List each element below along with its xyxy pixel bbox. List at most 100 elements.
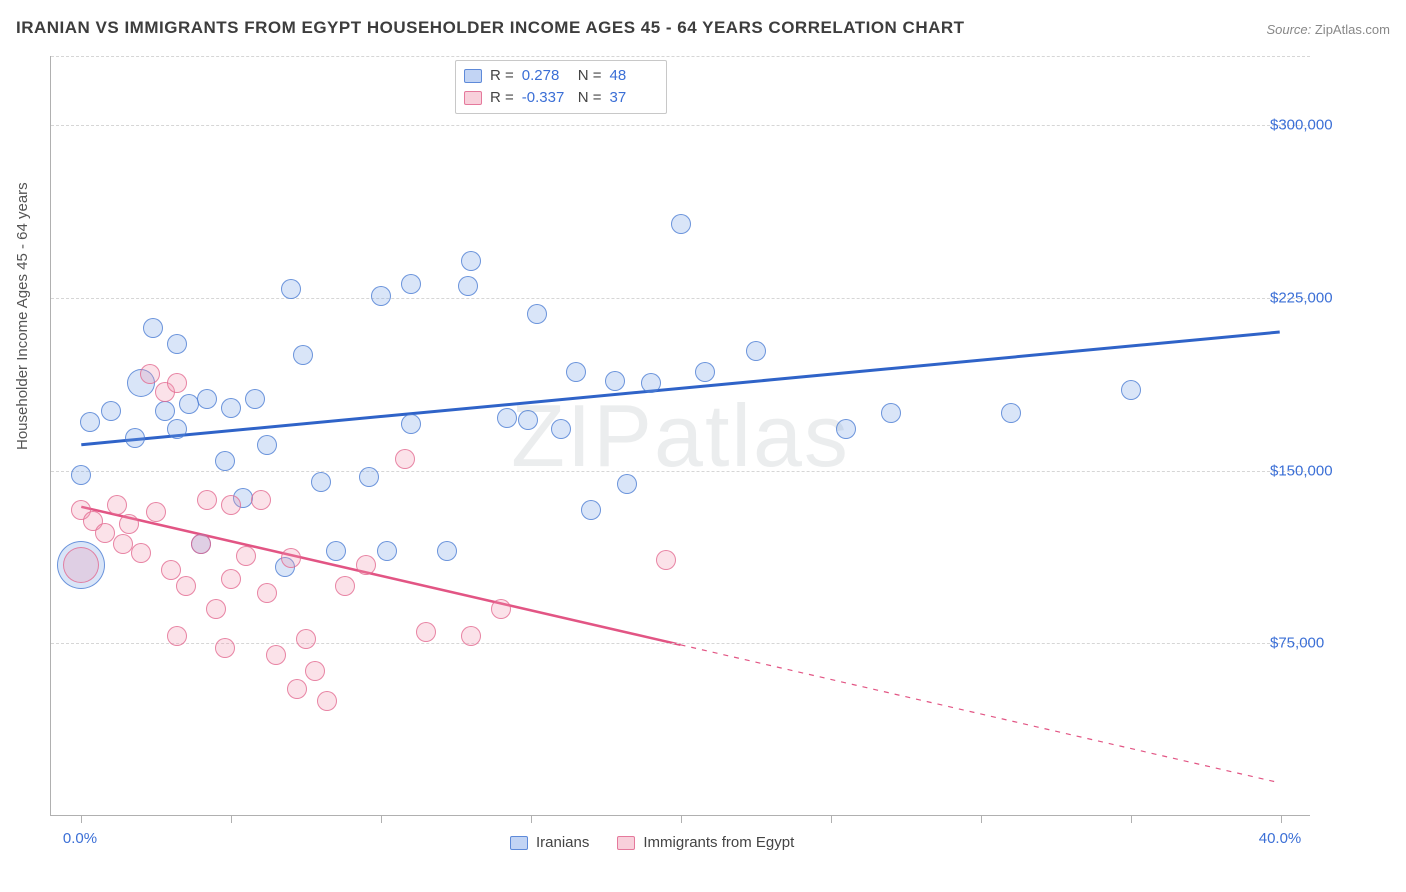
data-point: [746, 341, 766, 361]
data-point: [125, 428, 145, 448]
data-point: [416, 622, 436, 642]
data-point: [1121, 380, 1141, 400]
data-point: [296, 629, 316, 649]
data-point: [257, 583, 277, 603]
x-tick: [981, 815, 982, 823]
gridline: [51, 125, 1310, 126]
data-point: [518, 410, 538, 430]
x-tick: [531, 815, 532, 823]
data-point: [71, 465, 91, 485]
data-point: [491, 599, 511, 619]
data-point: [401, 274, 421, 294]
n-value: 48: [610, 65, 658, 87]
data-point: [605, 371, 625, 391]
data-point: [1001, 403, 1021, 423]
gridline: [51, 643, 1310, 644]
stats-row: R = -0.337 N = 37: [464, 87, 658, 109]
data-point: [527, 304, 547, 324]
x-tick: [1131, 815, 1132, 823]
data-point: [167, 419, 187, 439]
data-point: [377, 541, 397, 561]
data-point: [458, 276, 478, 296]
data-point: [617, 474, 637, 494]
data-point: [305, 661, 325, 681]
data-point: [266, 645, 286, 665]
data-point: [251, 490, 271, 510]
data-point: [215, 638, 235, 658]
data-point: [287, 679, 307, 699]
data-point: [80, 412, 100, 432]
n-label: N =: [578, 65, 602, 87]
data-point: [695, 362, 715, 382]
x-tick: [231, 815, 232, 823]
data-point: [581, 500, 601, 520]
y-tick-label: $75,000: [1270, 635, 1324, 652]
x-tick-label: 0.0%: [63, 830, 97, 847]
stats-row: R =0.278N =48: [464, 65, 658, 87]
x-tick: [1281, 815, 1282, 823]
y-tick-label: $150,000: [1270, 462, 1333, 479]
data-point: [146, 502, 166, 522]
legend-swatch: [464, 91, 482, 105]
data-point: [371, 286, 391, 306]
data-point: [461, 626, 481, 646]
data-point: [551, 419, 571, 439]
data-point: [245, 389, 265, 409]
legend-item: Iranians: [510, 834, 589, 851]
plot-area: ZIPatlas: [50, 56, 1310, 816]
data-point: [161, 560, 181, 580]
data-point: [656, 550, 676, 570]
data-point: [236, 546, 256, 566]
data-point: [221, 495, 241, 515]
data-point: [497, 408, 517, 428]
series-legend: Iranians Immigrants from Egypt: [510, 834, 794, 851]
r-value: 0.278: [522, 65, 570, 87]
r-value: -0.337: [522, 87, 570, 109]
r-label: R =: [490, 87, 514, 109]
data-point: [335, 576, 355, 596]
gridline: [51, 298, 1310, 299]
data-point: [281, 548, 301, 568]
chart-container: IRANIAN VS IMMIGRANTS FROM EGYPT HOUSEHO…: [0, 0, 1406, 892]
data-point: [167, 373, 187, 393]
legend-item: Immigrants from Egypt: [617, 834, 794, 851]
correlation-stats-legend: R = 0.278 N = 48R = -0.337 N = 37: [455, 60, 667, 114]
data-point: [143, 318, 163, 338]
data-point: [206, 599, 226, 619]
data-point: [140, 364, 160, 384]
data-point: [461, 251, 481, 271]
y-axis-label: Householder Income Ages 45 - 64 years: [14, 182, 31, 450]
x-tick-label: 40.0%: [1259, 830, 1302, 847]
data-point: [131, 543, 151, 563]
legend-swatch: [464, 69, 482, 83]
data-point: [215, 451, 235, 471]
data-point: [359, 467, 379, 487]
data-point: [401, 414, 421, 434]
data-point: [311, 472, 331, 492]
data-point: [119, 514, 139, 534]
source-value: ZipAtlas.com: [1315, 22, 1390, 37]
data-point: [257, 435, 277, 455]
data-point: [221, 569, 241, 589]
data-point: [167, 626, 187, 646]
data-point: [155, 401, 175, 421]
x-tick: [81, 815, 82, 823]
data-point: [881, 403, 901, 423]
x-tick: [831, 815, 832, 823]
n-value: 37: [610, 87, 658, 109]
data-point: [197, 389, 217, 409]
n-label: N =: [578, 87, 602, 109]
gridline: [51, 471, 1310, 472]
data-point: [95, 523, 115, 543]
x-tick: [381, 815, 382, 823]
data-point: [356, 555, 376, 575]
legend-swatch: [617, 836, 635, 850]
legend-label: Immigrants from Egypt: [643, 834, 794, 851]
trend-lines-svg: [51, 56, 1310, 815]
data-point: [191, 534, 211, 554]
data-point: [641, 373, 661, 393]
data-point: [221, 398, 241, 418]
data-point: [836, 419, 856, 439]
legend-swatch: [510, 836, 528, 850]
legend-label: Iranians: [536, 834, 589, 851]
